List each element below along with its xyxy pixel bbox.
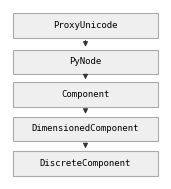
Text: DimensionedComponent: DimensionedComponent bbox=[32, 125, 139, 133]
Text: PyNode: PyNode bbox=[69, 57, 102, 66]
Text: ProxyUnicode: ProxyUnicode bbox=[53, 21, 118, 30]
Text: DiscreteComponent: DiscreteComponent bbox=[40, 159, 131, 168]
FancyBboxPatch shape bbox=[13, 50, 158, 74]
FancyBboxPatch shape bbox=[13, 82, 158, 107]
FancyBboxPatch shape bbox=[13, 117, 158, 141]
FancyBboxPatch shape bbox=[13, 151, 158, 176]
FancyBboxPatch shape bbox=[13, 13, 158, 38]
Text: Component: Component bbox=[61, 90, 110, 99]
